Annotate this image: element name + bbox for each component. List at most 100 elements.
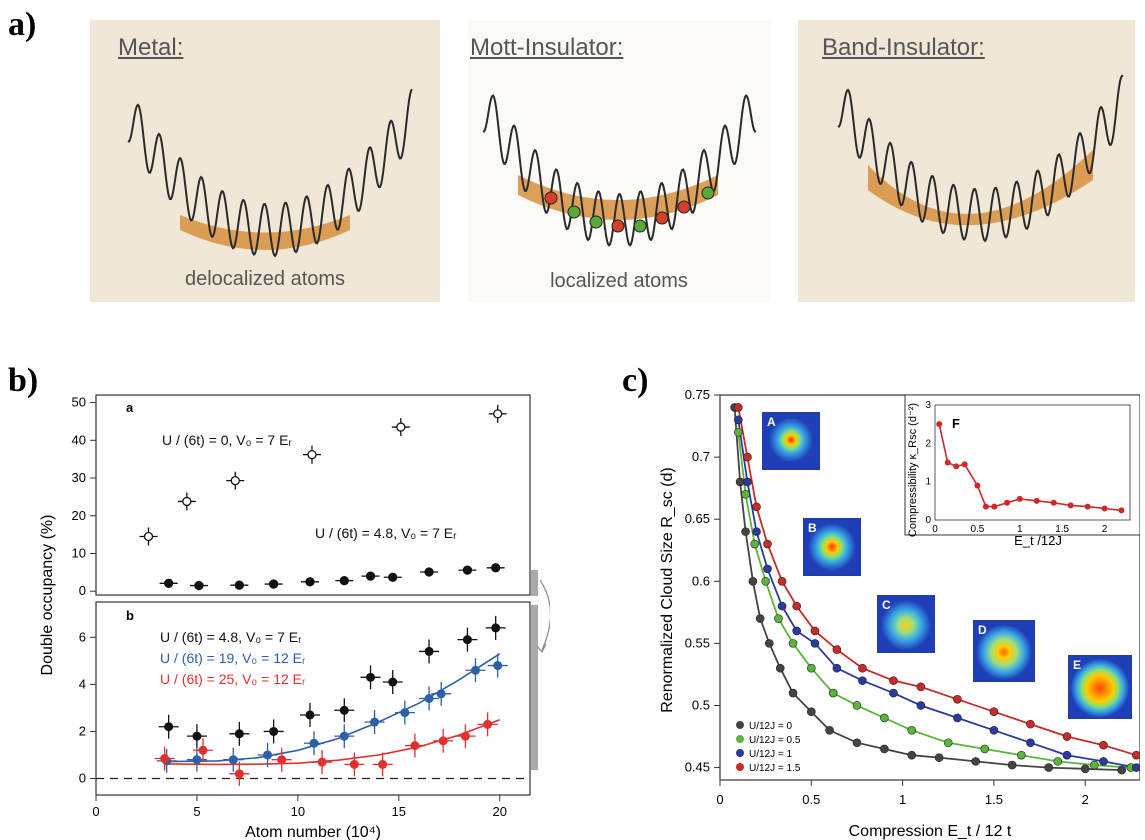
legend-text-2: U/12J = 1 bbox=[749, 749, 793, 760]
c-point-0-16 bbox=[1044, 763, 1053, 772]
inset-ytick-label-0: 0 bbox=[925, 515, 931, 526]
panel-c-ylabel: Renormalized Cloud Size R_sc (d) bbox=[659, 467, 676, 712]
c-ytick-label-3: 0.6 bbox=[692, 573, 710, 588]
c-point-1-4 bbox=[774, 614, 783, 623]
thumb-e: E bbox=[1068, 655, 1132, 719]
legend-text-3: U/12J = 1.5 bbox=[749, 763, 801, 774]
panel-b-plot: a b U / (6t) = 0, V₀ = 7 Eᵣ U / (6t) = 4… bbox=[39, 394, 550, 840]
inset-point-10 bbox=[1050, 499, 1057, 506]
c-point-0-10 bbox=[852, 738, 862, 748]
c-point-3-16 bbox=[1132, 750, 1140, 760]
c-point-2-2 bbox=[752, 527, 761, 536]
c-point-2-1 bbox=[743, 477, 752, 487]
c-point-3-15 bbox=[1099, 740, 1108, 750]
inset-point-11 bbox=[1067, 502, 1074, 509]
c-point-3-3 bbox=[763, 539, 772, 549]
zoom-arrowhead bbox=[536, 643, 547, 654]
b-point-1-2 bbox=[228, 755, 238, 765]
inset-point-4 bbox=[974, 482, 981, 489]
inset-point-8 bbox=[1016, 495, 1023, 502]
gray-bar-a bbox=[531, 570, 538, 596]
legend-marker-2 bbox=[736, 749, 744, 757]
c-point-2-6 bbox=[810, 639, 820, 648]
inset-ytick-label-2: 2 bbox=[925, 438, 931, 449]
inset-xtick-label-3: 1.5 bbox=[1055, 524, 1069, 535]
a-point-1-2 bbox=[234, 580, 244, 590]
b-ytick-label-1: 2 bbox=[79, 723, 86, 738]
subpanel-a-frame bbox=[95, 394, 531, 596]
inset-ytick-label-3: 3 bbox=[925, 400, 931, 411]
metal-box: Metal: delocalized atoms bbox=[90, 20, 440, 302]
inset-point-3 bbox=[961, 461, 968, 468]
inset-point-13 bbox=[1101, 505, 1108, 512]
legend-b-1: U / (6t) = 19, V₀ = 12 Eᵣ bbox=[160, 650, 306, 666]
c-point-0-18 bbox=[1117, 765, 1127, 775]
mott-atom-7 bbox=[701, 186, 715, 200]
panel-b-ylabel: Double occupancy (%) bbox=[39, 515, 56, 676]
c-point-1-11 bbox=[943, 738, 953, 748]
c-point-0-13 bbox=[934, 753, 944, 762]
c-point-2-15 bbox=[1099, 757, 1108, 766]
legend-marker-1 bbox=[736, 735, 744, 743]
b-point-2-7 bbox=[410, 741, 420, 751]
mott-atom-6 bbox=[677, 200, 691, 214]
b-point-1-6 bbox=[370, 717, 380, 727]
mott-atom-5 bbox=[655, 211, 669, 225]
panel-label-b: b) bbox=[8, 362, 39, 399]
b-point-0-6 bbox=[366, 672, 376, 682]
a-point-1-7 bbox=[388, 572, 398, 582]
c-point-2-13 bbox=[1026, 738, 1035, 748]
b-point-2-9 bbox=[460, 731, 470, 741]
inset-xtick-label-0: 0 bbox=[932, 524, 938, 535]
a-point-0-3 bbox=[307, 449, 317, 460]
band-box: Band-Insulator: bbox=[798, 20, 1135, 302]
c-point-1-12 bbox=[980, 744, 990, 754]
mott-lattice bbox=[482, 94, 757, 247]
thumb-c: C bbox=[877, 595, 935, 653]
c-point-1-1 bbox=[741, 490, 750, 499]
c-point-2-14 bbox=[1062, 750, 1072, 760]
gray-bar-b bbox=[531, 605, 538, 770]
legend-marker-0 bbox=[736, 721, 744, 729]
mott-sine bbox=[482, 94, 757, 247]
c-point-2-0 bbox=[733, 415, 743, 425]
annotation-a-top: U / (6t) = 0, V₀ = 7 Eᵣ bbox=[162, 432, 292, 448]
b-point-2-10 bbox=[483, 719, 493, 729]
thumb-b: B bbox=[803, 518, 861, 576]
a-point-1-8 bbox=[424, 567, 434, 577]
b-point-2-5 bbox=[349, 759, 359, 769]
c-point-3-8 bbox=[858, 663, 867, 673]
subpanel-b-label: b bbox=[126, 608, 134, 623]
mott-atoms bbox=[544, 186, 715, 233]
b-point-2-2 bbox=[234, 769, 244, 779]
b-xtick-label-0: 0 bbox=[92, 804, 99, 819]
a-ytick-label-0: 0 bbox=[79, 583, 86, 598]
b-point-0-9 bbox=[462, 635, 472, 645]
inset-axes bbox=[934, 404, 1131, 521]
b-point-0-1 bbox=[192, 731, 202, 741]
c-point-1-2 bbox=[750, 539, 759, 549]
mott-box: Mott-Insulator: localized atoms bbox=[468, 20, 770, 302]
b-point-1-5 bbox=[339, 731, 349, 741]
b-point-1-7 bbox=[400, 708, 410, 718]
c-point-0-15 bbox=[1007, 760, 1017, 770]
c-point-3-0 bbox=[733, 403, 743, 412]
mott-atom-3 bbox=[611, 219, 625, 233]
c-point-1-13 bbox=[1017, 750, 1026, 760]
b-point-2-1 bbox=[198, 745, 208, 755]
panel-c-plot: 0 0.5 1 1.5 2 0.45 0.5 0.55 0.6 0.65 0.7 0.75 Renor… bbox=[659, 387, 1140, 840]
inset-ylabel: Compressibility κ_Rsc (d⁻²) bbox=[907, 403, 919, 537]
b-point-1-9 bbox=[436, 689, 446, 699]
inset-ytick-label-1: 1 bbox=[925, 477, 931, 488]
legend-b-2: U / (6t) = 25, V₀ = 12 Eᵣ bbox=[160, 671, 306, 687]
b-point-1-1 bbox=[192, 755, 202, 765]
panel-c-legend: U/12J = 0 U/12J = 0.5 U/12J = 1 U/12J = … bbox=[736, 721, 801, 774]
b-point-0-8 bbox=[424, 646, 434, 656]
b-point-0-0 bbox=[164, 722, 174, 732]
inset-point-0 bbox=[936, 421, 943, 428]
mott-title: Mott-Insulator: bbox=[470, 34, 624, 61]
b-ytick-label-3: 6 bbox=[79, 629, 86, 644]
b-point-1-11 bbox=[493, 661, 503, 671]
c-point-3-11 bbox=[953, 694, 962, 704]
c-point-2-11 bbox=[953, 713, 962, 723]
